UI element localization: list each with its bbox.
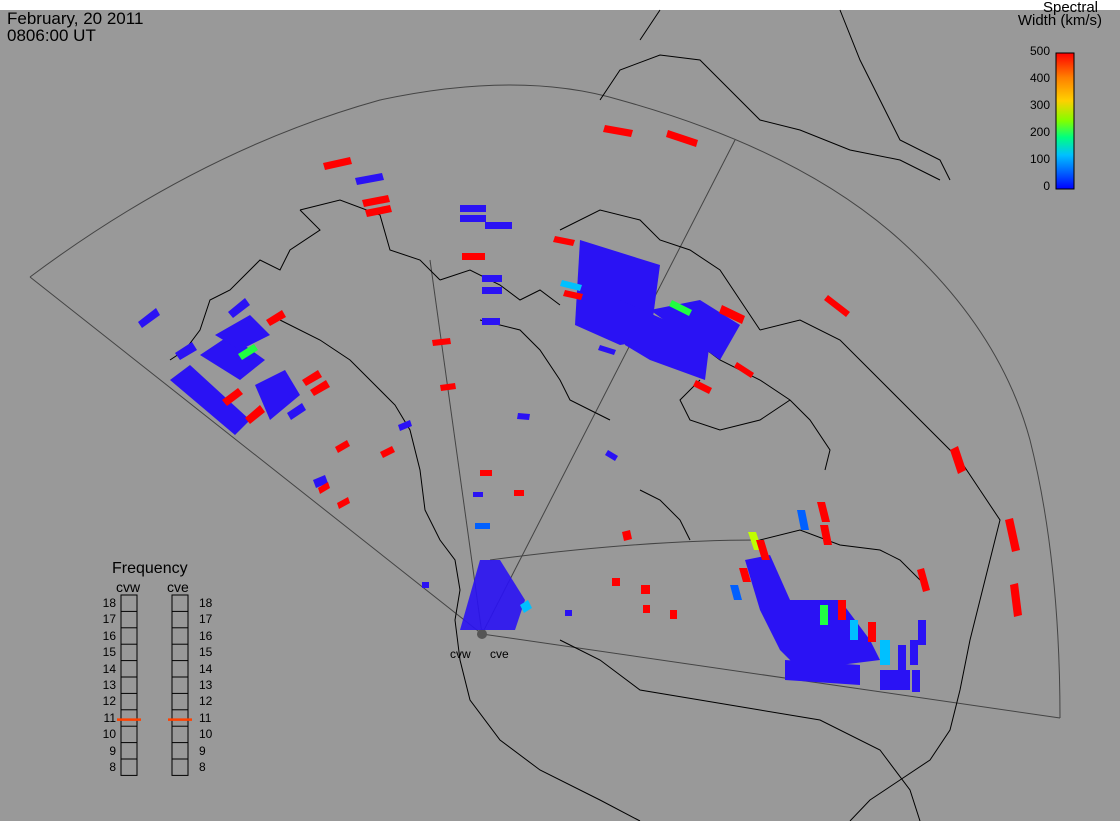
frequency-level-label: 11: [199, 710, 212, 725]
map-background: [0, 10, 1120, 821]
frequency-title: Frequency: [112, 560, 188, 577]
echo-scattered: [313, 125, 1022, 619]
frequency-level-label: 14: [199, 661, 213, 676]
frequency-level-label: 10: [199, 727, 213, 742]
radar-site: [460, 560, 525, 639]
frequency-level-label: 8: [109, 760, 116, 774]
coastlines: [169, 9, 1001, 821]
echo-cluster-north: [553, 236, 745, 380]
frequency-level-label: 16: [199, 628, 213, 643]
radar-label-cvw: cvw: [450, 647, 471, 661]
frequency-level-label: 13: [102, 678, 116, 692]
frequency-level-label: 8: [199, 760, 206, 774]
frequency-level-label: 18: [199, 596, 213, 610]
colorbar-gradient: [1055, 52, 1075, 190]
colorbar-tick: 400: [1029, 71, 1050, 85]
frequency-level-label: 17: [102, 612, 116, 627]
top-strip: [0, 0, 1120, 10]
echo-cluster-west: [138, 298, 330, 435]
frequency-level-label: 9: [109, 743, 116, 758]
frequency-level-label: 14: [102, 661, 116, 676]
time-label: 0806:00 UT: [7, 26, 96, 45]
frequency-level-label: 15: [199, 645, 213, 660]
echo-cluster-southeast: [730, 502, 926, 692]
colorbar-title-line1: Spectral: [1042, 0, 1098, 16]
frequency-bar-cve: [171, 594, 189, 776]
frequency-level-label: 16: [102, 628, 116, 643]
radar-label-cve: cve: [490, 647, 509, 661]
colorbar-title-line2: Width (km/s): [1017, 12, 1102, 29]
frequency-level-label: 12: [199, 694, 213, 709]
frequency-level-label: 9: [199, 743, 206, 758]
frequency-col-cvw: cvw: [116, 579, 141, 595]
frequency-bar-cvw: [120, 594, 138, 776]
colorbar-tick: 100: [1029, 152, 1050, 166]
frequency-level-label: 10: [102, 727, 116, 742]
frequency-level-label: 15: [102, 645, 116, 660]
frequency-level-label: 11: [103, 710, 116, 725]
colorbar-tick: 300: [1029, 98, 1050, 112]
frequency-col-cve: cve: [167, 579, 189, 595]
colorbar-tick: 200: [1029, 125, 1050, 139]
colorbar-tick: 0: [1043, 179, 1050, 193]
date-label: February, 20 2011: [7, 9, 144, 28]
frequency-level-label: 13: [199, 678, 213, 692]
frequency-level-label: 17: [199, 612, 213, 627]
frequency-level-label: 18: [102, 596, 116, 610]
colorbar-tick: 500: [1029, 44, 1050, 58]
frequency-level-label: 12: [102, 694, 116, 709]
